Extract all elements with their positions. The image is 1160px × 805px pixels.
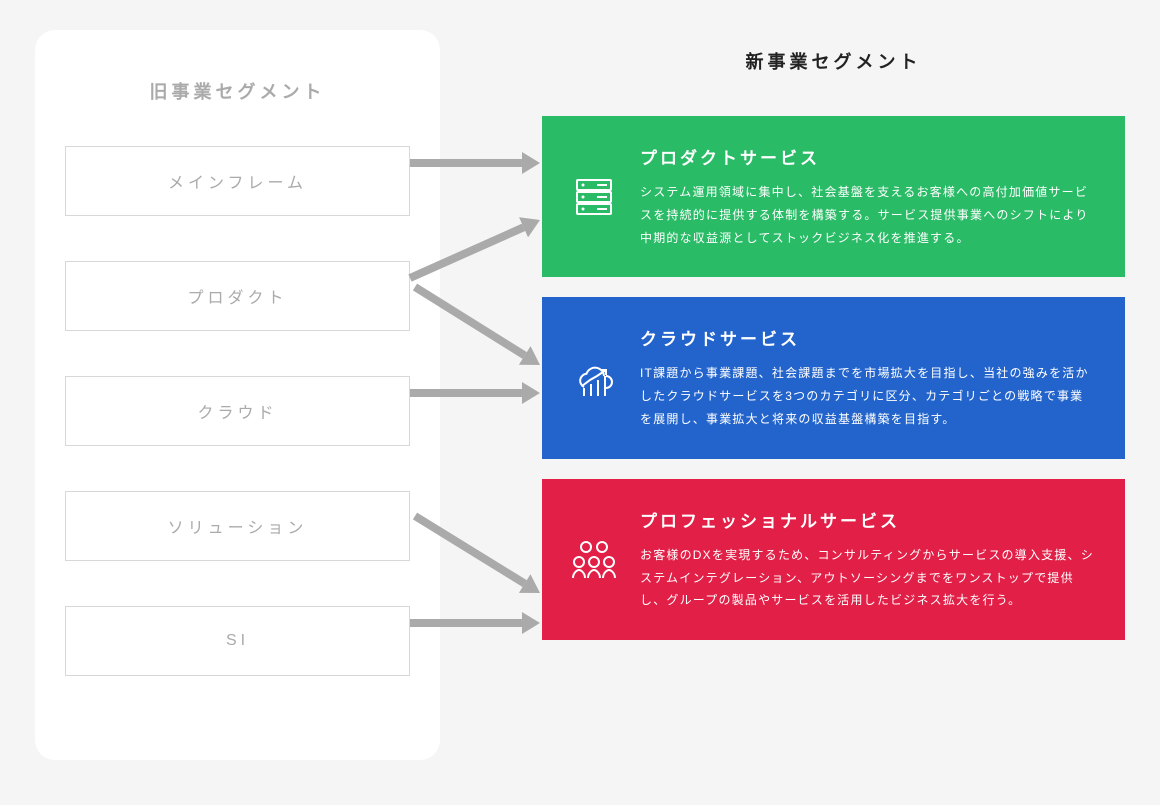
old-item-label: メインフレーム: [168, 169, 307, 193]
new-segment-title: 新事業セグメント: [542, 48, 1125, 74]
new-item-heading: プロフェッショナルサービス: [640, 507, 1095, 532]
new-item-heading: プロダクトサービス: [640, 144, 1095, 169]
people-icon: [566, 536, 622, 582]
new-item-professional-service: プロフェッショナルサービス お客様のDXを実現するため、コンサルティングからサー…: [542, 479, 1125, 640]
cloud-growth-icon: [566, 354, 622, 402]
old-item-solution: ソリューション: [65, 491, 410, 561]
old-item-label: プロダクト: [187, 284, 287, 308]
new-item-heading: クラウドサービス: [640, 325, 1095, 350]
old-item-si: SI: [65, 606, 410, 676]
old-item-product: プロダクト: [65, 261, 410, 331]
old-segment-title: 旧事業セグメント: [65, 78, 410, 104]
servers-icon: [566, 174, 622, 220]
old-item-label: クラウド: [197, 399, 277, 423]
old-item-mainframe: メインフレーム: [65, 146, 410, 216]
new-item-product-service: プロダクトサービス システム運用領域に集中し、社会基盤を支えるお客様への高付加価…: [542, 116, 1125, 277]
old-item-label: SI: [226, 632, 249, 650]
old-item-label: ソリューション: [168, 514, 308, 538]
old-segment-panel: 旧事業セグメント メインフレーム プロダクト クラウド ソリューション SI: [35, 30, 440, 760]
new-item-desc: IT課題から事業課題、社会課題までを市場拡大を目指し、当社の強みを活かしたクラウ…: [640, 362, 1095, 430]
old-item-cloud: クラウド: [65, 376, 410, 446]
new-item-desc: システム運用領域に集中し、社会基盤を支えるお客様への高付加価値サービスを持続的に…: [640, 181, 1095, 249]
new-item-cloud-service: クラウドサービス IT課題から事業課題、社会課題までを市場拡大を目指し、当社の強…: [542, 297, 1125, 458]
new-segment-panel: 新事業セグメント プロダクトサービス システム運用領域に集中し、社会基盤を支える…: [542, 30, 1125, 660]
new-item-desc: お客様のDXを実現するため、コンサルティングからサービスの導入支援、システムイン…: [640, 544, 1095, 612]
